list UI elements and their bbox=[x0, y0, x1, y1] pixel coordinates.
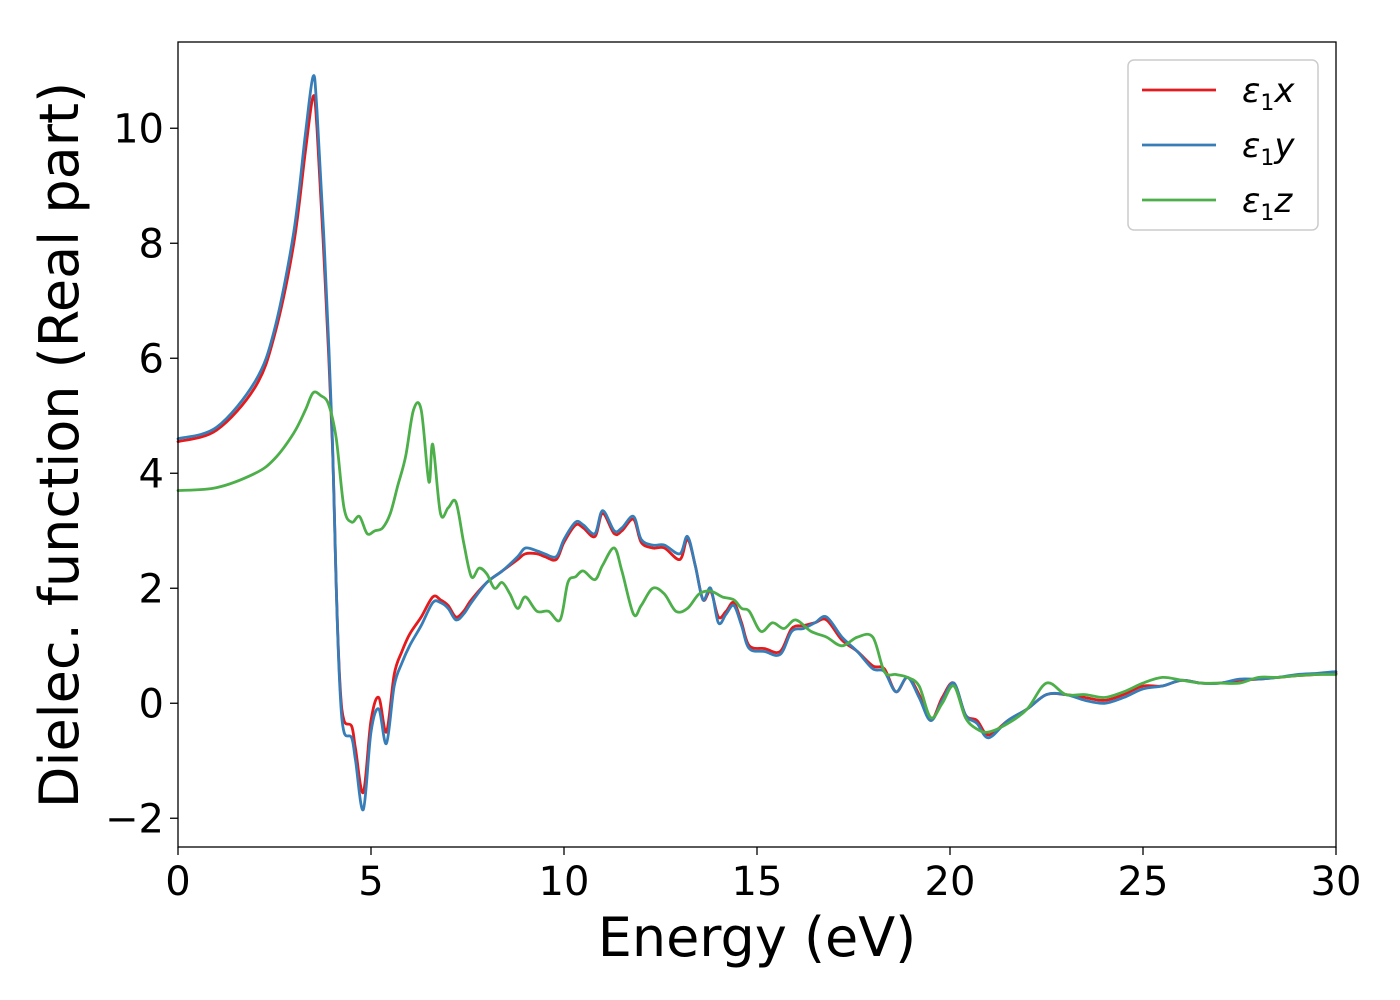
y-tick-label: 2 bbox=[139, 566, 164, 612]
legend-label-y: ε1y bbox=[1242, 126, 1295, 171]
y-axis: −2 0 2 4 6 8 10 bbox=[105, 106, 178, 842]
x-tick-label: 20 bbox=[925, 859, 976, 905]
legend: ε1x ε1y ε1z bbox=[1127, 59, 1319, 231]
x-tick-label: 25 bbox=[1118, 859, 1169, 905]
y-tick-label: −2 bbox=[105, 796, 164, 842]
y-tick-label: 6 bbox=[139, 336, 164, 382]
x-tick-label: 30 bbox=[1311, 859, 1362, 905]
y-tick-label: 0 bbox=[139, 681, 164, 727]
series-line-z bbox=[176, 390, 1338, 734]
y-axis-title: Dielec. function (Real part) bbox=[28, 82, 91, 808]
legend-box bbox=[1127, 59, 1319, 231]
x-tick-label: 15 bbox=[732, 859, 783, 905]
y-tick-label: 10 bbox=[113, 106, 164, 152]
x-axis: 0 5 10 15 20 25 30 bbox=[165, 847, 1361, 905]
legend-label-z: ε1z bbox=[1242, 181, 1293, 226]
x-tick-label: 10 bbox=[539, 859, 590, 905]
y-tick-label: 4 bbox=[139, 451, 164, 497]
x-tick-label: 5 bbox=[358, 859, 383, 905]
y-tick-label: 8 bbox=[139, 221, 164, 267]
x-tick-label: 0 bbox=[165, 859, 190, 905]
x-axis-title: Energy (eV) bbox=[598, 906, 917, 969]
series-layer bbox=[176, 74, 1338, 812]
legend-label-x: ε1x bbox=[1242, 71, 1295, 116]
